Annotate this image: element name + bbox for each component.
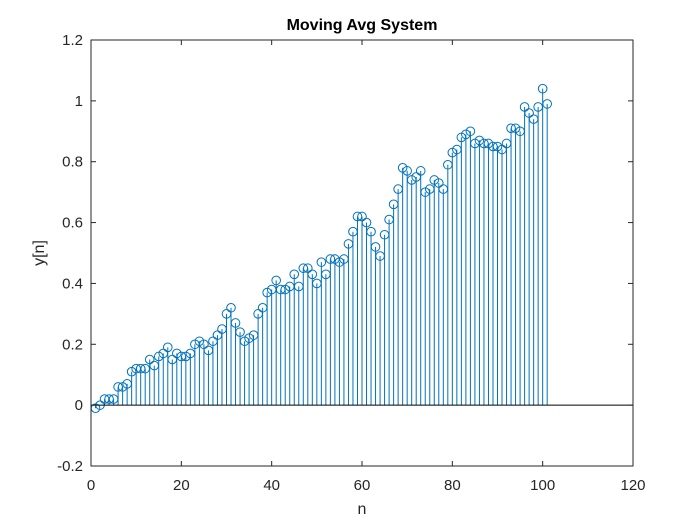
x-axis: 0 20 40 60 80 100 120 (87, 40, 646, 494)
stem-marker (226, 302, 236, 313)
y-tick-label: 0.2 (62, 336, 83, 353)
x-tick-label: 40 (263, 477, 280, 494)
y-axis: -0.2 0 0.2 0.4 0.6 0.8 1 1.2 (57, 32, 633, 475)
stem-marker (524, 108, 534, 118)
stem-marker (542, 99, 552, 109)
y-tick-label: 0.6 (62, 215, 83, 232)
x-tick-label: 60 (354, 477, 371, 494)
stem-marker (316, 257, 327, 267)
y-tick-label: 0.8 (62, 154, 83, 171)
stem-marker (361, 217, 372, 228)
stem-marker (433, 178, 444, 188)
stem-series (90, 83, 552, 413)
stem-marker (289, 269, 300, 280)
y-axis-label: y[n] (31, 240, 48, 266)
stem-marker (465, 126, 476, 137)
stem-marker (357, 211, 367, 222)
stem-marker (307, 269, 318, 280)
y-tick-label: 1.2 (62, 32, 83, 49)
stem-marker (144, 354, 155, 365)
y-tick-label: -0.2 (57, 458, 83, 475)
stem-marker (199, 339, 209, 350)
stem-marker (402, 166, 412, 176)
y-tick-label: 0.4 (62, 275, 83, 292)
stem-marker (415, 166, 426, 176)
y-tick-label: 0 (75, 397, 83, 414)
stem-marker (162, 342, 173, 353)
y-tick-label: 1 (75, 93, 83, 110)
stem-marker (235, 327, 245, 337)
stem-marker (366, 226, 376, 237)
stem-marker (519, 102, 530, 112)
x-tick-label: 20 (173, 477, 190, 494)
x-tick-label: 0 (87, 477, 95, 494)
stem-marker (271, 275, 281, 286)
stem-marker (537, 83, 548, 94)
x-axis-label: n (358, 501, 367, 518)
x-tick-label: 120 (620, 477, 645, 494)
stem-marker (230, 318, 241, 328)
x-tick-label: 100 (530, 477, 555, 494)
stem-marker (370, 242, 381, 252)
x-tick-label: 80 (444, 477, 461, 494)
chart-title: Moving Avg System (287, 17, 438, 34)
stem-marker (303, 263, 313, 274)
